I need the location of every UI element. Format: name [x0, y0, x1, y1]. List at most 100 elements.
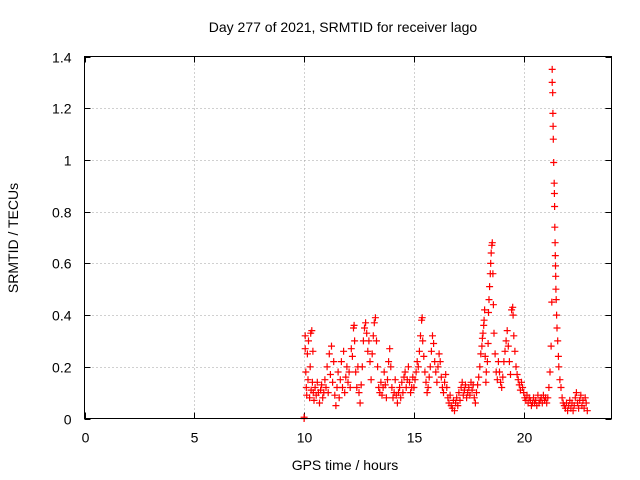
data-point — [510, 332, 518, 340]
data-point — [544, 394, 552, 402]
data-point — [397, 394, 405, 402]
data-point — [478, 342, 486, 350]
data-point — [364, 347, 372, 355]
data-point — [548, 65, 556, 73]
data-point — [433, 378, 441, 386]
data-point — [351, 337, 359, 345]
data-point — [582, 399, 590, 407]
data-point — [332, 402, 340, 410]
data-point — [415, 347, 423, 355]
x-axis-label: GPS time / hours — [292, 457, 399, 473]
data-point — [305, 337, 312, 345]
data-point — [571, 394, 579, 402]
data-point — [329, 378, 337, 386]
data-point — [473, 389, 480, 397]
data-point — [487, 249, 495, 257]
data-point — [572, 389, 580, 397]
y-tick-label: 0.4 — [52, 308, 72, 324]
grid — [84, 56, 612, 419]
data-point — [437, 373, 445, 381]
data-point — [384, 376, 391, 384]
data-point — [323, 363, 331, 371]
data-point — [432, 368, 440, 376]
data-point — [551, 203, 559, 210]
data-points — [300, 65, 591, 422]
data-point — [337, 358, 345, 366]
data-point — [302, 384, 310, 391]
data-point — [488, 239, 496, 247]
data-point — [552, 272, 560, 280]
data-point — [474, 381, 482, 389]
y-tick-label: 0.2 — [52, 360, 72, 376]
data-point — [391, 376, 399, 384]
data-point — [363, 329, 371, 337]
data-point — [356, 399, 364, 407]
data-point — [476, 363, 484, 371]
data-point — [421, 368, 429, 376]
y-tick-label: 1.4 — [52, 50, 72, 66]
data-point — [339, 384, 346, 391]
data-point — [481, 306, 489, 314]
x-tick-label: 20 — [517, 430, 533, 446]
data-point — [346, 384, 354, 391]
data-point — [498, 384, 506, 391]
data-point — [551, 252, 559, 260]
data-point — [325, 350, 333, 358]
data-point — [423, 389, 431, 397]
data-point — [489, 301, 497, 309]
data-point — [378, 391, 386, 399]
data-point — [507, 371, 514, 378]
data-point — [552, 285, 560, 293]
data-point — [361, 324, 368, 332]
data-point — [311, 384, 319, 391]
data-point — [441, 378, 449, 386]
data-point — [556, 376, 564, 384]
data-point — [382, 394, 390, 402]
data-point — [479, 329, 487, 337]
data-point — [481, 352, 489, 360]
data-point — [496, 368, 503, 376]
data-point — [410, 384, 418, 391]
data-point — [504, 342, 512, 350]
data-point — [381, 381, 389, 389]
data-point — [555, 363, 563, 371]
data-point — [322, 384, 330, 391]
data-point — [485, 309, 492, 316]
y-tick-label: 1.2 — [52, 101, 72, 117]
data-point — [443, 384, 451, 391]
data-point — [482, 378, 490, 386]
data-point — [326, 371, 334, 378]
y-tick-label: 0 — [64, 412, 72, 428]
data-point — [418, 314, 426, 322]
data-point — [446, 391, 454, 399]
data-point — [545, 384, 553, 391]
data-point — [377, 378, 385, 386]
data-point — [554, 337, 562, 345]
data-point — [553, 324, 561, 332]
data-point — [398, 378, 406, 386]
data-point — [436, 358, 444, 366]
data-point — [484, 340, 492, 347]
data-point — [486, 283, 494, 291]
data-point — [477, 350, 485, 358]
data-point — [369, 332, 377, 340]
data-point — [342, 373, 350, 381]
data-point — [552, 262, 559, 270]
data-point — [552, 296, 560, 304]
data-point — [440, 389, 447, 397]
data-point — [471, 399, 479, 407]
x-tick-label: 0 — [82, 430, 90, 446]
data-point — [306, 363, 314, 371]
data-point — [553, 311, 561, 319]
data-point — [468, 386, 476, 394]
data-point — [396, 384, 404, 391]
data-point — [362, 319, 370, 327]
data-point — [357, 381, 365, 389]
data-point — [483, 358, 491, 366]
data-point — [387, 363, 395, 371]
data-point — [583, 407, 591, 415]
data-point — [399, 389, 407, 397]
data-point — [352, 368, 360, 376]
data-point — [406, 378, 413, 386]
